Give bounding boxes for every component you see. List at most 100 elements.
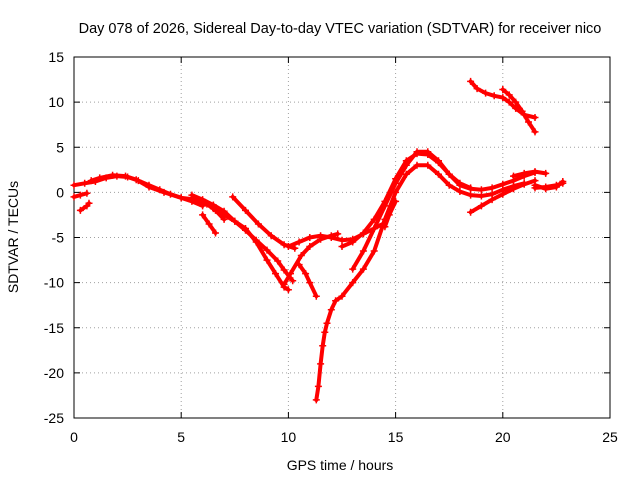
series-trace (533, 179, 565, 191)
data-point (499, 94, 507, 102)
data-point (370, 247, 378, 255)
data-point (531, 114, 539, 121)
data-point (319, 342, 327, 350)
data-point (302, 270, 310, 278)
y-tick-label: -20 (44, 365, 64, 381)
data-point (349, 238, 357, 246)
series-trace (350, 149, 473, 272)
data-point (392, 179, 400, 187)
series-trace (78, 201, 91, 213)
data-point (220, 211, 228, 219)
data-point (280, 280, 288, 288)
data-point (499, 86, 507, 93)
data-point (338, 243, 346, 250)
data-point (370, 225, 378, 232)
data-point (85, 199, 93, 207)
data-point (531, 128, 539, 136)
data-point (559, 178, 567, 185)
data-point (381, 223, 389, 231)
data-point (321, 328, 329, 336)
data-point (306, 234, 314, 241)
data-point (505, 98, 513, 106)
data-point (81, 179, 89, 187)
data-point (338, 236, 346, 244)
series-track-19 (531, 178, 567, 193)
data-point (477, 192, 485, 200)
data-point (413, 148, 421, 156)
data-point (212, 229, 219, 237)
series-track-13 (338, 150, 539, 250)
data-point (467, 208, 475, 216)
y-tick-label: 0 (56, 184, 64, 200)
series-track-7 (209, 205, 292, 294)
data-point (263, 256, 271, 264)
data-point (122, 172, 129, 180)
data-point (456, 188, 464, 195)
data-point (473, 85, 481, 93)
data-point (512, 98, 520, 106)
data-point (520, 180, 528, 188)
data-point (272, 270, 279, 278)
data-point (510, 172, 517, 180)
data-point (70, 181, 78, 189)
data-point (435, 157, 442, 165)
data-point (359, 229, 367, 237)
series-track-20 (467, 77, 539, 121)
data-point (531, 168, 539, 176)
series-track-10 (295, 261, 320, 300)
data-point (280, 266, 288, 274)
series-track-21 (499, 86, 539, 136)
data-point (531, 181, 539, 189)
data-point (445, 181, 453, 189)
data-point (327, 306, 335, 314)
data-point (306, 279, 314, 287)
data-point (392, 197, 400, 205)
y-tick-label: -25 (44, 410, 64, 426)
data-point (467, 77, 475, 85)
data-point (499, 190, 507, 198)
data-point (435, 170, 442, 178)
series-track-15 (381, 197, 400, 231)
data-point (488, 196, 496, 204)
data-point (490, 92, 498, 100)
axis-ticks (73, 56, 611, 419)
data-point (413, 161, 421, 169)
data-point (295, 238, 303, 246)
data-point (297, 252, 305, 259)
data-point (87, 177, 95, 185)
series-track-2 (70, 189, 91, 201)
series-track-14 (349, 148, 475, 273)
series-trace (89, 173, 227, 222)
data-point (70, 193, 78, 201)
data-point (280, 241, 288, 249)
data-point (385, 211, 393, 219)
data-point (83, 189, 91, 197)
data-series (70, 77, 567, 404)
series-trace (500, 87, 537, 134)
data-point (327, 232, 335, 240)
tick-labels: 0 5 10 15 20 25 15 10 5 0 -5 -10 -15 -20 -25 (44, 49, 618, 445)
data-point (505, 91, 513, 99)
x-tick-label: 20 (495, 429, 511, 445)
data-point (199, 211, 207, 219)
x-tick-label: 5 (177, 429, 185, 445)
data-point (456, 179, 464, 187)
data-point (518, 107, 526, 115)
data-point (499, 180, 507, 188)
data-point (267, 232, 275, 240)
data-point (323, 319, 331, 327)
data-point (552, 183, 560, 191)
data-point (402, 161, 410, 169)
data-point (402, 170, 410, 178)
data-point (445, 170, 453, 178)
data-point (242, 206, 249, 214)
data-point (525, 118, 532, 126)
y-tick-label: 10 (48, 94, 64, 110)
data-point (199, 196, 207, 204)
data-point (254, 220, 262, 228)
series-track-4 (87, 171, 228, 223)
data-point (482, 89, 490, 97)
data-point (334, 230, 342, 238)
y-tick-label: -15 (44, 320, 64, 336)
data-point (76, 191, 84, 199)
